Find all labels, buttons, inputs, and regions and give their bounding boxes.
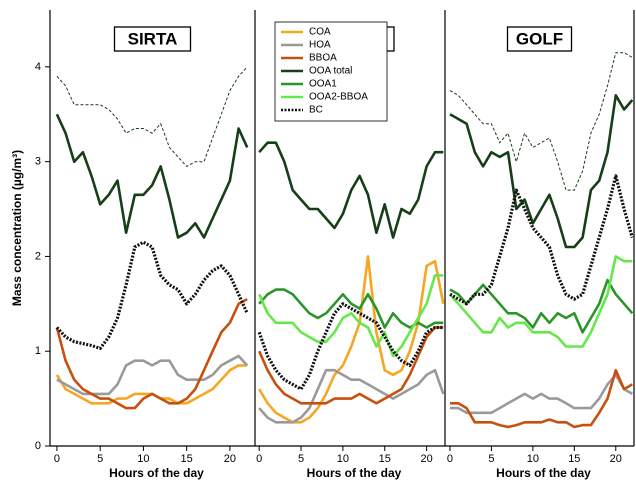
x-tick-label: 10 bbox=[337, 453, 349, 465]
y-tick-label: 4 bbox=[35, 61, 41, 73]
legend-label: HOA bbox=[309, 40, 331, 51]
title-box bbox=[113, 26, 192, 52]
x-tick-label: 5 bbox=[97, 453, 103, 465]
series-line bbox=[450, 373, 633, 415]
x-tick-label: 15 bbox=[568, 453, 580, 465]
x-tick-label: 5 bbox=[488, 453, 494, 465]
legend-label: OOA1 bbox=[309, 79, 337, 90]
x-tick-label: 5 bbox=[298, 453, 304, 465]
panel-title: SIRTA bbox=[128, 29, 178, 48]
x-tick-label: 15 bbox=[181, 453, 193, 465]
plot-area bbox=[55, 66, 249, 410]
series-line bbox=[258, 141, 444, 239]
x-tick-label: 15 bbox=[379, 453, 391, 465]
y-tick-label: 2 bbox=[35, 250, 41, 262]
series-line bbox=[449, 174, 634, 306]
upper-line bbox=[56, 66, 248, 168]
y-tick-label: 0 bbox=[35, 440, 41, 452]
series-line bbox=[258, 326, 444, 405]
x-axis-label: Hours of the day bbox=[496, 466, 591, 480]
x-tick-label: 0 bbox=[54, 453, 60, 465]
series-line bbox=[449, 94, 634, 249]
plot-area bbox=[257, 141, 445, 424]
y-tick-label: 3 bbox=[35, 156, 41, 168]
series-line bbox=[258, 368, 445, 424]
y-tick-label: 1 bbox=[35, 345, 41, 357]
series-line bbox=[55, 240, 249, 350]
title-box bbox=[506, 26, 573, 52]
legend-label: BBOA bbox=[309, 53, 337, 64]
series-line bbox=[55, 364, 248, 405]
series-line bbox=[56, 354, 249, 396]
x-tick-label: 0 bbox=[447, 453, 453, 465]
legend-label: BC bbox=[309, 105, 323, 116]
x-tick-label: 20 bbox=[224, 453, 236, 465]
series-line bbox=[258, 255, 445, 424]
series-line bbox=[258, 274, 444, 358]
series-line bbox=[449, 278, 634, 334]
series-line bbox=[449, 255, 633, 348]
x-tick-label: 10 bbox=[527, 453, 539, 465]
x-tick-label: 20 bbox=[610, 453, 622, 465]
legend-label: OOA total bbox=[309, 66, 352, 77]
series-line bbox=[257, 302, 444, 391]
x-tick-label: 0 bbox=[256, 453, 262, 465]
x-tick-label: 10 bbox=[137, 453, 149, 465]
x-tick-label: 20 bbox=[420, 453, 432, 465]
y-axis-label: Mass concentration (µg/m³) bbox=[10, 150, 24, 306]
series-line bbox=[450, 368, 633, 429]
legend-label: COA bbox=[309, 27, 331, 38]
x-axis-label: Hours of the day bbox=[109, 466, 204, 480]
upper-line bbox=[449, 52, 633, 191]
x-axis-label: Hours of the day bbox=[307, 466, 402, 480]
series-line bbox=[55, 113, 249, 239]
series-line bbox=[55, 297, 248, 410]
panel-title: GOLF bbox=[516, 29, 563, 48]
legend-label: OOA2-BBOA bbox=[309, 92, 368, 103]
plot-area bbox=[449, 52, 634, 429]
